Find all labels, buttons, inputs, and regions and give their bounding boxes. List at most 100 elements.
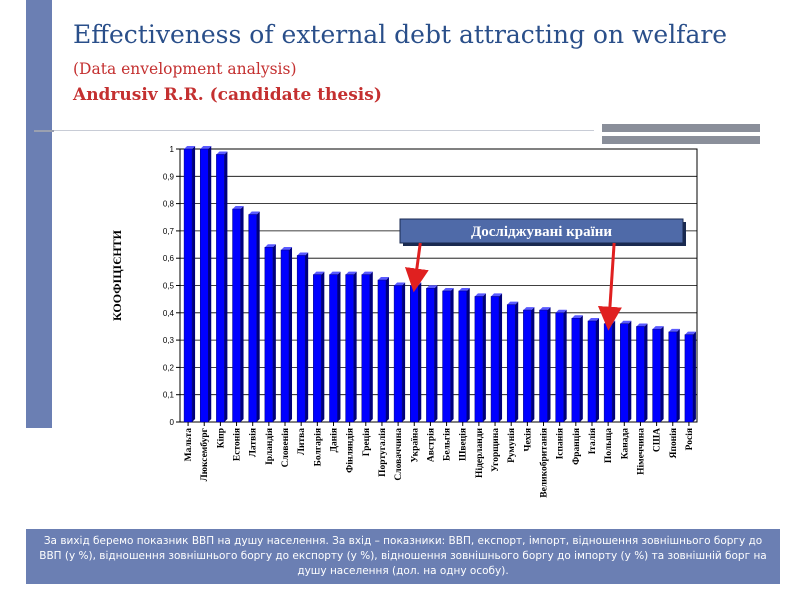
- bar: [539, 309, 548, 423]
- bar: [474, 296, 484, 423]
- x-tick-label: Іспанія: [555, 428, 566, 459]
- x-tick-label: Франція: [571, 428, 582, 465]
- slide-footer-note: За вихід беремо показник ВВП на душу нас…: [26, 529, 780, 584]
- x-tick-label: Румунія: [506, 428, 517, 463]
- bar-side: [612, 320, 616, 422]
- x-tick-label: Чехія: [522, 428, 533, 452]
- x-tick-label: Нідерланди: [474, 427, 485, 477]
- bar-top: [248, 211, 260, 215]
- slide-title: Effectiveness of external debt attractin…: [73, 20, 728, 49]
- bar-top: [200, 146, 212, 149]
- annotation-callout: Досліджувані країни: [399, 218, 686, 246]
- header-divider-accent: [34, 130, 54, 132]
- bar-top: [297, 252, 309, 256]
- x-tick-label: Португалія: [377, 428, 388, 477]
- bar-side: [192, 146, 196, 422]
- slide-subtitle: (Data envelopment analysis): [73, 60, 297, 78]
- x-tick-label: Мальта: [184, 428, 194, 462]
- bar-top: [377, 277, 389, 281]
- bar-top: [507, 301, 519, 305]
- bar-side: [676, 328, 680, 422]
- x-tick-label: Великобританія: [539, 428, 550, 498]
- x-tick-label: Естонія: [232, 428, 243, 461]
- bar-side: [321, 271, 325, 422]
- bar: [329, 274, 338, 423]
- x-tick-label: Бельгія: [442, 428, 453, 461]
- bar-side: [434, 285, 438, 422]
- bar-side: [353, 271, 357, 422]
- bar: [490, 296, 500, 423]
- bar: [232, 208, 241, 423]
- bar-top: [668, 328, 680, 332]
- bar-side: [369, 271, 373, 422]
- x-tick-label: Греція: [361, 428, 372, 456]
- y-tick-label: 0,1: [163, 391, 175, 400]
- bar: [410, 285, 419, 423]
- footer-text: За вихід беремо показник ВВП на душу нас…: [39, 535, 767, 577]
- x-tick-label: Німеччина: [635, 428, 646, 475]
- bar-side: [289, 247, 293, 422]
- bar-top: [394, 282, 406, 286]
- bar-side: [305, 252, 309, 422]
- bar-side: [466, 287, 470, 422]
- bar-top: [587, 317, 599, 321]
- bar-side: [628, 320, 632, 422]
- x-tick-label: Болгарія: [312, 428, 323, 466]
- y-axis-label: КООФІЦІЄНТИ: [110, 229, 124, 321]
- x-tick-label: Японія: [668, 428, 679, 458]
- bar: [296, 255, 306, 423]
- bar-side: [450, 287, 454, 422]
- annotation-arrow: [404, 242, 429, 293]
- bar: [684, 334, 694, 423]
- x-tick-label: Словаччина: [394, 428, 404, 481]
- bar-top: [555, 309, 567, 313]
- y-tick-label: 0,3: [163, 336, 175, 345]
- bar-side: [547, 307, 551, 422]
- bar-top: [652, 326, 664, 330]
- x-tick-label: Канада: [620, 428, 630, 460]
- bar-top: [281, 247, 293, 251]
- y-tick-label: 0,5: [163, 282, 175, 291]
- bar: [280, 249, 290, 423]
- bar: [216, 154, 225, 423]
- bar-top: [329, 271, 341, 275]
- bar: [248, 214, 257, 423]
- bar: [620, 323, 629, 423]
- bar: [587, 320, 597, 423]
- bar: [652, 328, 661, 423]
- x-tick-label: Швеція: [458, 428, 469, 461]
- bar-side: [240, 206, 244, 422]
- side-accent-bar: [26, 0, 52, 428]
- bar-top: [491, 293, 503, 297]
- bar: [361, 274, 371, 423]
- y-tick-label: 0,6: [163, 254, 175, 263]
- x-tick-label: Польща: [604, 428, 614, 463]
- x-tick-label: Литва: [297, 428, 307, 455]
- x-tick-label: Словенія: [280, 428, 291, 467]
- bar-top: [620, 320, 632, 324]
- header-divider: [34, 130, 594, 131]
- x-tick-label: Росія: [684, 428, 695, 450]
- bar: [506, 304, 516, 423]
- bar-top: [184, 146, 196, 149]
- bar: [199, 148, 209, 423]
- bar: [345, 274, 354, 423]
- x-tick-label: Ірландія: [264, 428, 275, 465]
- bar: [393, 285, 403, 423]
- annotation-arrow: [597, 242, 622, 331]
- y-tick-label: 0,2: [163, 363, 175, 372]
- slide-author: Andrusiv R.R. (candidate thesis): [73, 85, 382, 105]
- x-tick-label: США: [653, 428, 663, 452]
- bar: [668, 331, 678, 423]
- y-tick-label: 1: [170, 145, 175, 154]
- bar: [636, 326, 645, 423]
- bar-side: [499, 293, 503, 422]
- y-tick-label: 0: [170, 418, 175, 427]
- bar-side: [385, 277, 389, 422]
- x-tick-label: Австрія: [425, 428, 436, 462]
- bar: [313, 274, 322, 423]
- bar: [603, 323, 613, 423]
- bar-side: [644, 323, 648, 422]
- bar-top: [264, 244, 276, 248]
